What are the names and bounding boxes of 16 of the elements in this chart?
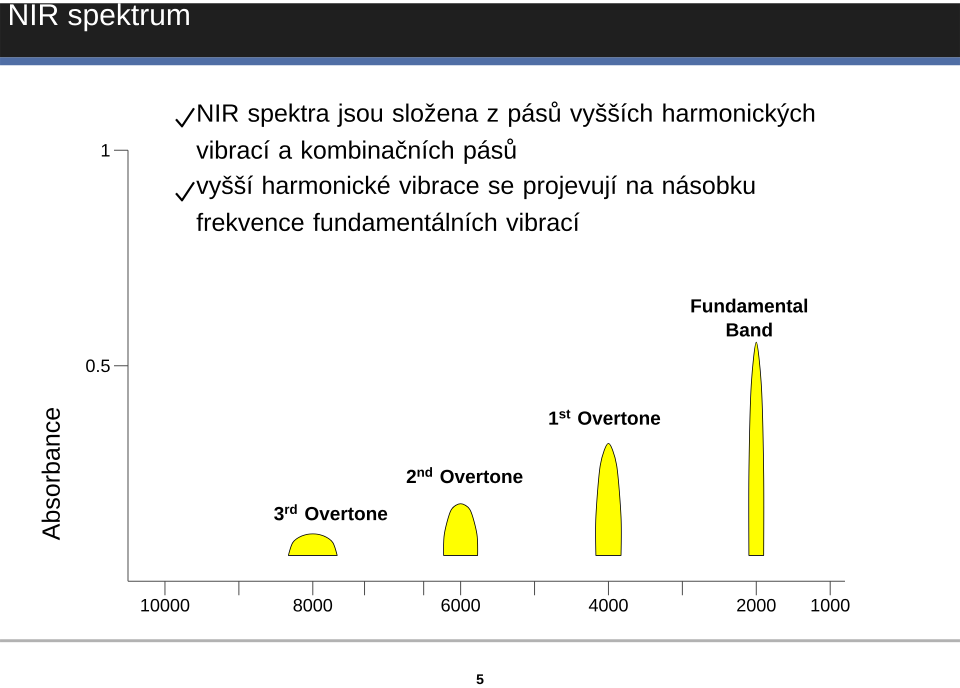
y-tick-label: 0.5 — [86, 360, 110, 372]
x-tick-label: 2000 — [737, 599, 776, 612]
y-axis-title: Absorbance — [42, 408, 60, 540]
annotation: 2$^{nd}$ Overtone — [406, 467, 522, 484]
annotation: 3$^{rd}$ Overtone — [274, 504, 388, 521]
x-tick-label: 8000 — [294, 599, 332, 612]
x-tick-label: 10000 — [141, 599, 190, 612]
y-tick-label: 1 — [102, 144, 110, 157]
x-tick-label: 4000 — [588, 599, 628, 612]
annotation: 1$^{st}$ Overtone — [549, 410, 660, 426]
annotation: vyšší harmonické vibrace se projevují na násobku frekvence fundamentálních vibrací — [196, 176, 754, 232]
annotation: Fundamental Band — [691, 298, 808, 337]
x-tick-label: 1000 — [812, 599, 850, 612]
x-tick-label: 6000 — [442, 599, 480, 612]
chart-title: NIR spektrum — [10, 4, 189, 32]
text: 5 — [476, 674, 484, 684]
